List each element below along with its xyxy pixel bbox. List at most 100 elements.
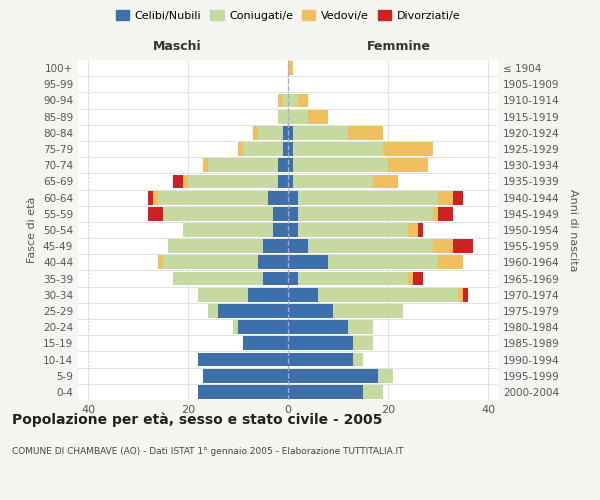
Bar [298,223,408,237]
Bar [283,94,288,108]
Legend: Celibi/Nubili, Coniugati/e, Vedovi/e, Divorziati/e: Celibi/Nubili, Coniugati/e, Vedovi/e, Di… [112,6,464,25]
Bar [278,174,288,188]
Bar [458,288,463,302]
Y-axis label: Anni di nascita: Anni di nascita [568,188,578,271]
Bar [158,190,268,204]
Bar [218,304,288,318]
Bar [293,142,383,156]
Bar [288,174,293,188]
Text: COMUNE DI CHAMBAVE (AO) - Dati ISTAT 1° gennaio 2005 - Elaborazione TUTTITALIA.I: COMUNE DI CHAMBAVE (AO) - Dati ISTAT 1° … [12,448,404,456]
Bar [283,142,288,156]
Bar [198,352,288,366]
Bar [288,288,318,302]
Bar [383,142,433,156]
Bar [353,352,363,366]
Bar [453,190,463,204]
Bar [418,223,423,237]
Bar [173,174,183,188]
Bar [258,256,288,270]
Bar [433,207,438,220]
Bar [208,304,218,318]
Bar [288,385,363,399]
Bar [263,240,288,253]
Bar [288,94,298,108]
Text: Maschi: Maschi [152,40,202,52]
Bar [378,369,393,382]
Bar [158,256,163,270]
Bar [153,190,158,204]
Bar [288,256,328,270]
Bar [288,304,333,318]
Bar [283,126,288,140]
Bar [273,223,288,237]
Bar [288,190,298,204]
Bar [243,336,288,350]
Bar [438,207,453,220]
Bar [278,110,288,124]
Bar [318,288,458,302]
Bar [148,190,153,204]
Bar [288,369,378,382]
Bar [328,256,438,270]
Bar [203,158,208,172]
Bar [258,126,283,140]
Bar [293,126,348,140]
Bar [198,385,288,399]
Bar [298,207,433,220]
Bar [408,272,413,285]
Bar [438,256,463,270]
Bar [253,126,258,140]
Bar [238,320,288,334]
Text: Popolazione per età, sesso e stato civile - 2005: Popolazione per età, sesso e stato civil… [12,412,382,427]
Bar [263,272,288,285]
Bar [353,336,373,350]
Bar [413,272,423,285]
Bar [168,240,263,253]
Bar [438,190,453,204]
Bar [373,174,398,188]
Bar [198,288,248,302]
Bar [333,304,403,318]
Bar [183,223,273,237]
Bar [273,207,288,220]
Bar [208,158,278,172]
Bar [288,352,353,366]
Bar [278,94,283,108]
Bar [288,240,308,253]
Bar [308,110,328,124]
Bar [148,207,163,220]
Text: Femmine: Femmine [367,40,431,52]
Bar [288,142,293,156]
Bar [293,174,373,188]
Bar [173,272,263,285]
Bar [163,207,273,220]
Bar [288,158,293,172]
Bar [288,110,308,124]
Bar [268,190,288,204]
Bar [288,336,353,350]
Bar [248,288,288,302]
Bar [348,126,383,140]
Bar [188,174,278,188]
Bar [288,223,298,237]
Bar [288,320,348,334]
Bar [288,207,298,220]
Bar [163,256,258,270]
Bar [233,320,238,334]
Bar [463,288,468,302]
Bar [288,126,293,140]
Bar [278,158,288,172]
Bar [288,61,293,75]
Bar [238,142,243,156]
Bar [388,158,428,172]
Bar [203,369,288,382]
Bar [453,240,473,253]
Bar [308,240,433,253]
Bar [348,320,373,334]
Bar [183,174,188,188]
Bar [363,385,383,399]
Bar [293,158,388,172]
Bar [433,240,453,253]
Bar [298,272,408,285]
Bar [298,94,308,108]
